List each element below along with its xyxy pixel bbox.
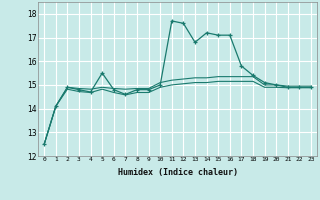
X-axis label: Humidex (Indice chaleur): Humidex (Indice chaleur)	[118, 168, 238, 177]
